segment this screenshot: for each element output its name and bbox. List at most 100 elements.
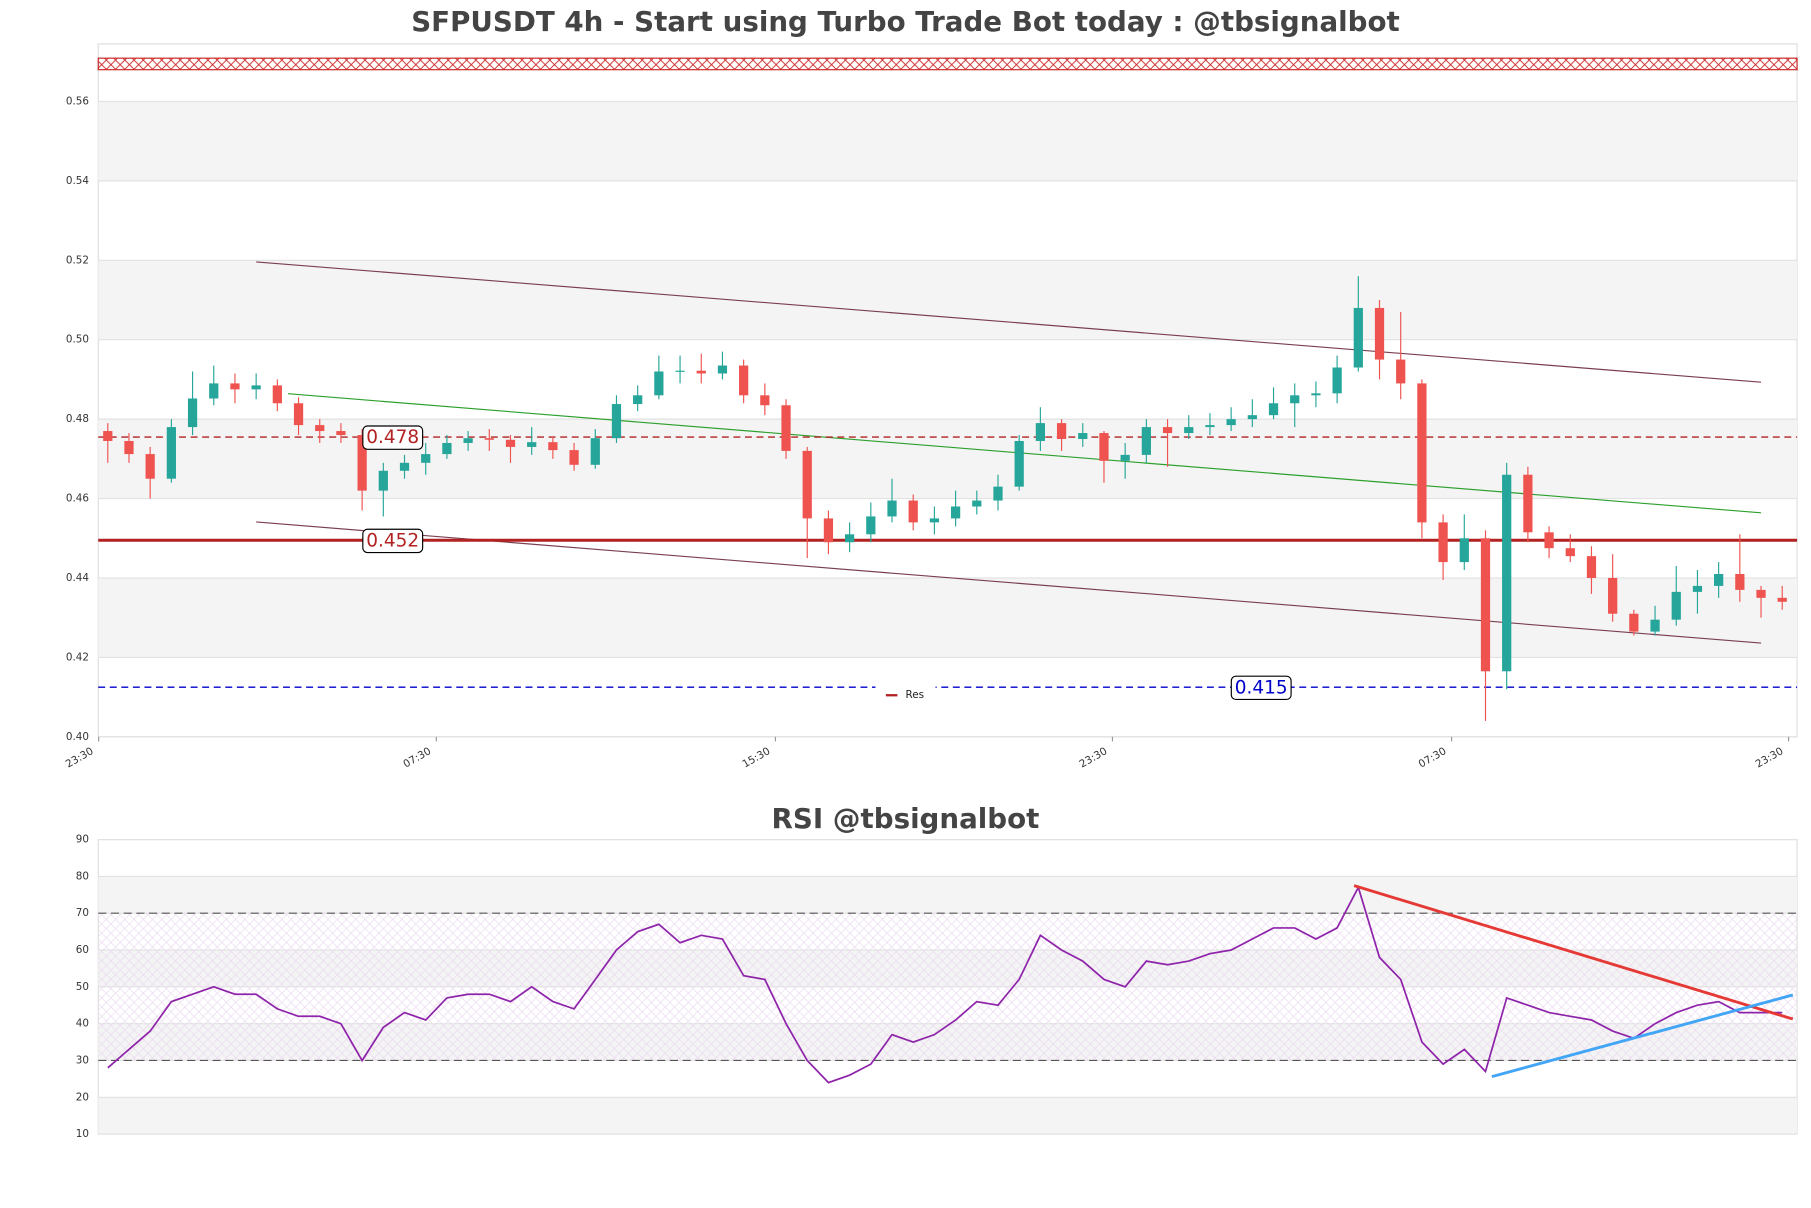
candle-body — [802, 450, 812, 519]
candle-body — [887, 500, 897, 517]
candle-body — [293, 403, 304, 426]
candle-body — [633, 395, 643, 405]
x-tick-label: 23:30 — [1754, 745, 1786, 770]
chart-title: SFPUSDT 4h - Start using Turbo Trade Bot… — [411, 5, 1400, 38]
candle-body — [145, 454, 155, 479]
candle-body — [336, 431, 346, 436]
level-label: 0.415 — [1235, 677, 1288, 698]
candle-body — [717, 365, 728, 374]
candle-body — [739, 365, 749, 396]
candle-body — [1586, 556, 1597, 578]
y-tick-label: 0.52 — [66, 254, 89, 266]
candle-body — [1608, 577, 1618, 614]
candle-body — [251, 385, 261, 390]
candle-body — [1417, 383, 1427, 523]
candle-body — [972, 500, 982, 507]
y-tick-label: 10 — [76, 1128, 89, 1140]
candle-body — [548, 442, 558, 451]
grid-band — [98, 876, 1798, 914]
y-tick-label: 0.48 — [66, 413, 89, 425]
candle-body — [1374, 307, 1385, 360]
y-tick-label: 0.46 — [66, 493, 89, 505]
candle-body — [1056, 423, 1067, 439]
candle-body — [1502, 474, 1512, 672]
candle-body — [463, 438, 473, 443]
candle-body — [1459, 538, 1469, 563]
candle-body — [1290, 395, 1300, 404]
candle-body — [1396, 359, 1406, 384]
candle-body — [866, 516, 876, 535]
grid-band — [98, 101, 1798, 181]
y-tick-label: 0.44 — [66, 572, 89, 584]
rsi-line — [107, 885, 1783, 1084]
level-label: 0.478 — [366, 427, 419, 448]
y-tick-label: 0.42 — [66, 651, 89, 663]
candle-body — [1332, 367, 1342, 394]
grid-band — [98, 577, 1798, 658]
candle-body — [781, 405, 791, 451]
candle-body — [1692, 585, 1703, 592]
candle-body — [1756, 589, 1766, 598]
y-tick-label: 50 — [76, 981, 89, 993]
y-tick-label: 90 — [76, 834, 89, 846]
candle-body — [1184, 427, 1194, 434]
y-tick-label: 40 — [76, 1018, 89, 1030]
rsi-title: RSI @tbsignalbot — [772, 802, 1040, 835]
candle-body — [696, 370, 706, 374]
candle-body — [378, 470, 388, 491]
candle-body — [1035, 423, 1046, 441]
candle-body — [1353, 307, 1363, 368]
rsi-zone — [98, 913, 1798, 1061]
candle-body — [1650, 619, 1660, 632]
grid-band — [98, 419, 1798, 499]
grid-band — [98, 260, 1798, 340]
candle-body — [1777, 597, 1787, 602]
level-label-box — [1230, 675, 1292, 701]
candle-body — [675, 370, 685, 372]
candle-body — [1014, 440, 1024, 487]
candle-body — [908, 500, 918, 523]
x-tick-label: 07:30 — [1417, 745, 1449, 770]
candle-body — [166, 427, 176, 479]
level-label-box — [362, 528, 424, 554]
candle-body — [611, 404, 622, 439]
y-tick-label: 0.40 — [66, 731, 89, 743]
candle-body — [569, 450, 579, 465]
x-tick-label: 07:30 — [401, 745, 433, 770]
candle-body — [823, 518, 834, 543]
candle-body — [1226, 419, 1236, 426]
candle-body — [1311, 393, 1321, 396]
y-tick-label: 80 — [76, 870, 89, 882]
candle-body — [1438, 522, 1448, 563]
candle-body — [399, 462, 410, 471]
candle-body — [1714, 574, 1724, 586]
legend-label: Res — [906, 689, 925, 701]
candle-body — [1544, 532, 1554, 549]
grid-band — [98, 1097, 1798, 1135]
trend-line — [1491, 993, 1794, 1079]
candle-body — [1480, 538, 1491, 672]
candle-body — [272, 385, 282, 404]
x-tick-label: 23:30 — [64, 745, 96, 770]
x-tick-label: 15:30 — [740, 745, 772, 770]
candle-body — [845, 534, 855, 543]
y-tick-label: 30 — [76, 1054, 89, 1066]
y-tick-label: 0.56 — [66, 95, 89, 107]
candle-body — [1141, 427, 1151, 455]
y-tick-label: 20 — [76, 1091, 89, 1103]
candle-body — [590, 438, 600, 465]
legend-box — [875, 683, 936, 705]
trend-line — [1353, 884, 1794, 1021]
y-tick-label: 0.54 — [66, 175, 89, 187]
candle-body — [230, 383, 240, 390]
candle-body — [1523, 474, 1533, 533]
candle-body — [505, 439, 516, 447]
y-tick-label: 0.50 — [66, 334, 89, 346]
candle-body — [442, 442, 452, 455]
trend-line — [256, 261, 1762, 383]
candle-body — [654, 371, 664, 396]
candle-body — [1247, 415, 1257, 420]
y-tick-label: 60 — [76, 944, 89, 956]
